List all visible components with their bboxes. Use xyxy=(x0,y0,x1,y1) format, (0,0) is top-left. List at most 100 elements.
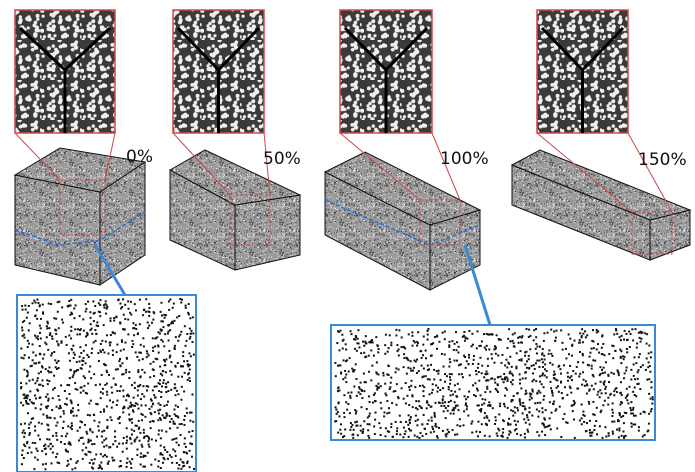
particle xyxy=(159,417,161,419)
particle xyxy=(626,399,628,401)
particle xyxy=(415,415,417,417)
particle xyxy=(32,351,34,353)
particle xyxy=(31,418,33,420)
particle xyxy=(47,370,49,372)
particle xyxy=(93,443,95,445)
particle xyxy=(106,405,108,407)
particle xyxy=(127,458,129,460)
particle xyxy=(365,342,367,344)
particle xyxy=(507,424,509,426)
particle xyxy=(42,413,44,415)
particle xyxy=(522,412,524,414)
particle xyxy=(176,442,178,444)
particle xyxy=(41,423,43,425)
particle xyxy=(141,444,143,446)
particle xyxy=(517,421,519,423)
particle xyxy=(106,371,108,373)
particle xyxy=(408,419,410,421)
particle xyxy=(177,393,179,395)
particle xyxy=(91,328,93,330)
particle xyxy=(541,358,543,360)
particle xyxy=(32,359,34,361)
particle xyxy=(428,419,430,421)
particle xyxy=(571,345,573,347)
particle xyxy=(414,341,416,343)
particle xyxy=(27,403,29,405)
particle xyxy=(625,435,627,437)
particle xyxy=(543,399,545,401)
particle xyxy=(360,382,362,384)
particle xyxy=(624,330,626,332)
particle xyxy=(88,451,90,453)
particle xyxy=(165,391,167,393)
particle xyxy=(348,370,350,372)
particle xyxy=(512,383,514,385)
particle xyxy=(458,364,460,366)
particle xyxy=(448,386,450,388)
particle xyxy=(173,438,175,440)
particle xyxy=(79,315,81,317)
particle xyxy=(516,433,518,435)
particle xyxy=(582,411,584,413)
particle xyxy=(527,431,529,433)
particle xyxy=(68,441,70,443)
particle xyxy=(460,363,462,365)
particle xyxy=(496,432,498,434)
particle xyxy=(164,364,166,366)
particle xyxy=(180,399,182,401)
particle xyxy=(599,389,601,391)
particle xyxy=(601,353,603,355)
particle xyxy=(475,370,477,372)
particle xyxy=(621,335,623,337)
particle xyxy=(169,329,171,331)
particle xyxy=(150,363,152,365)
particle xyxy=(454,401,456,403)
particle xyxy=(132,327,134,329)
particle xyxy=(111,386,113,388)
particle xyxy=(335,409,337,411)
particle xyxy=(24,354,26,356)
particle xyxy=(357,338,359,340)
particle xyxy=(398,368,400,370)
particle xyxy=(569,338,571,340)
particle xyxy=(133,334,135,336)
particle xyxy=(503,373,505,375)
particle xyxy=(119,303,121,305)
particle xyxy=(105,341,107,343)
particle xyxy=(177,340,179,342)
particle xyxy=(638,369,640,371)
particle xyxy=(524,436,526,438)
particle xyxy=(355,412,357,414)
particle xyxy=(480,394,482,396)
particle xyxy=(603,354,605,356)
particle xyxy=(648,423,650,425)
particle xyxy=(55,318,57,320)
particle xyxy=(525,372,527,374)
particle xyxy=(46,424,48,426)
particle xyxy=(548,349,550,351)
particle xyxy=(488,401,490,403)
particle xyxy=(51,409,53,411)
particle xyxy=(114,440,116,442)
particle xyxy=(411,380,413,382)
particle xyxy=(46,379,48,381)
particle xyxy=(474,382,476,384)
particle xyxy=(147,310,149,312)
particle xyxy=(334,420,336,422)
particle xyxy=(526,414,528,416)
particle xyxy=(372,402,374,404)
particle xyxy=(595,383,597,385)
particle xyxy=(116,404,118,406)
particle xyxy=(182,365,184,367)
particle xyxy=(374,433,376,435)
particle xyxy=(81,368,83,370)
particle xyxy=(151,406,153,408)
particle xyxy=(71,422,73,424)
particle xyxy=(343,339,345,341)
particle xyxy=(151,400,153,402)
particle xyxy=(368,371,370,373)
particle xyxy=(557,385,559,387)
particle xyxy=(535,380,537,382)
particle xyxy=(618,374,620,376)
particle xyxy=(442,402,444,404)
